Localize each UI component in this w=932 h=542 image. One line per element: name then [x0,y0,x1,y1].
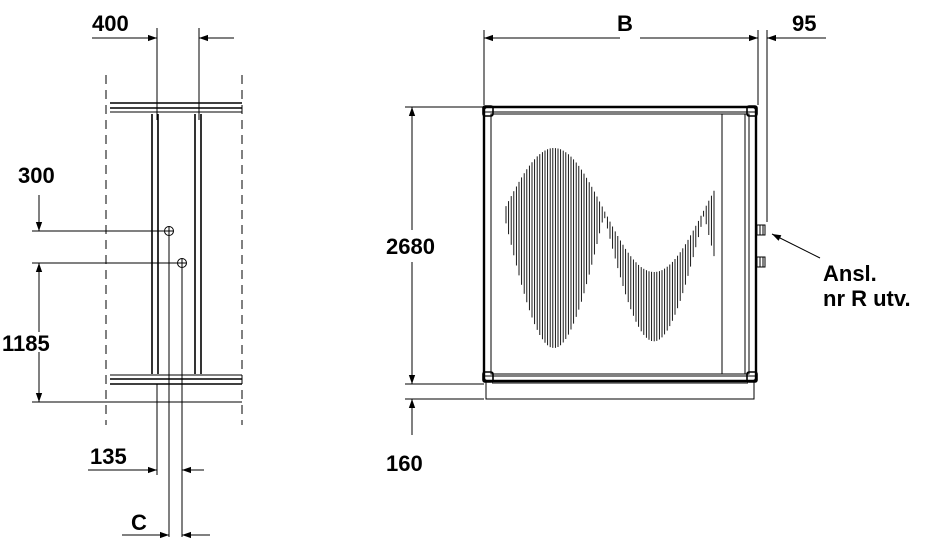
dim-160-label: 160 [386,451,423,476]
connection-label-line1: Ansl. [823,261,877,286]
dim-400-label: 400 [92,11,129,36]
dim-c-label: C [131,510,147,535]
side-view-top-flange [110,102,242,113]
connection-leader-arrow [771,233,821,259]
dim-300-label: 300 [18,163,55,188]
upper-pipe-connection-icon [164,226,174,236]
coil-inner-frame [490,113,750,375]
lower-pipe-connection-icon [177,258,187,268]
side-view: 400 300 1185 135 [2,11,243,539]
dim-2680-label: 2680 [386,234,435,259]
pipe-connector-icons [756,224,766,268]
coil-fin-pattern [505,148,715,348]
connection-label-line2: nr R utv. [823,286,911,311]
dim-1185-label: 1185 [2,331,50,356]
dim-95-label: 95 [792,11,816,36]
side-view-body [151,114,202,374]
dim-b-label: B [617,11,633,36]
side-view-bottom-flange [110,374,242,385]
dim-135-label: 135 [90,444,127,469]
front-view: B 95 2680 160 Ansl. nr R utv. [386,11,911,476]
corner-fitting-icons [482,105,758,383]
coil-base [485,380,755,400]
